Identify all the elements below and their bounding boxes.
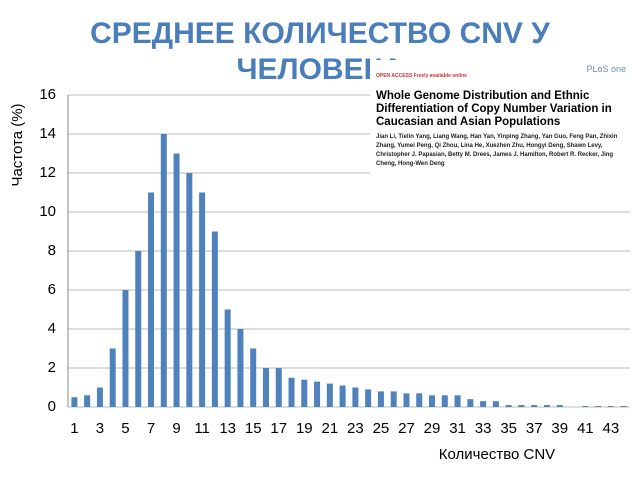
chart-title: СРЕДНЕЕ КОЛИЧЕСТВО CNV У ЧЕЛОВЕКА [90, 17, 550, 86]
x-tick-label: 37 [526, 420, 543, 437]
bar [416, 393, 423, 407]
bar [582, 406, 589, 407]
bar [429, 395, 436, 407]
bar [326, 383, 333, 407]
y-tick-label: 8 [48, 242, 56, 259]
bar [454, 395, 461, 407]
y-tick-label: 12 [39, 164, 56, 181]
paper-inset: OPEN ACCESS Freely available online PLoS… [370, 60, 632, 180]
bar [148, 192, 155, 407]
y-tick-label: 16 [39, 86, 56, 103]
x-tick-label: 27 [398, 420, 415, 437]
bar [620, 406, 627, 407]
bar [467, 399, 474, 407]
bar [403, 393, 410, 407]
y-tick-label: 6 [48, 281, 56, 298]
bar [301, 379, 308, 407]
bar [352, 387, 359, 407]
bar [224, 309, 231, 407]
bar [441, 395, 448, 407]
bar [505, 405, 512, 407]
x-tick-label: 25 [373, 420, 390, 437]
bar [480, 401, 487, 407]
bar [186, 173, 193, 407]
x-tick-label: 43 [602, 420, 619, 437]
bar [237, 329, 244, 407]
bar [365, 389, 372, 407]
bar [109, 348, 116, 407]
bar [595, 406, 602, 407]
y-tick-label: 10 [39, 203, 56, 220]
bar [492, 401, 499, 407]
x-tick-label: 41 [577, 420, 594, 437]
paper-authors: Jian Li, Tielin Yang, Liang Wang, Han Ya… [376, 134, 618, 167]
bar [607, 406, 614, 407]
x-tick-label: 5 [121, 420, 129, 437]
x-tick-label: 29 [424, 420, 441, 437]
access-badge: OPEN ACCESS Freely available online [376, 73, 467, 79]
bar [288, 377, 295, 407]
bar [84, 395, 91, 407]
bar [173, 153, 180, 407]
paper-title: Whole Genome Distribution and Ethnic Dif… [376, 90, 612, 128]
bar [199, 192, 206, 407]
x-tick-label: 19 [296, 420, 313, 437]
bar [122, 290, 129, 407]
x-tick-label: 11 [194, 420, 210, 437]
x-tick-label: 17 [270, 420, 287, 437]
y-axis-label: Частота (%) [9, 103, 26, 186]
x-tick-label: 7 [147, 420, 155, 437]
bar [275, 368, 282, 407]
x-tick-label: 15 [245, 420, 262, 437]
journal-logo: PLoS one [586, 64, 626, 74]
x-tick-label: 1 [70, 420, 78, 437]
x-tick-label: 31 [449, 420, 466, 437]
bar [96, 387, 103, 407]
y-tick-label: 4 [48, 320, 56, 337]
y-tick-label: 0 [48, 398, 56, 415]
y-tick-label: 2 [48, 359, 56, 376]
bar [160, 134, 167, 407]
x-tick-label: 33 [475, 420, 492, 437]
x-tick-label: 9 [172, 420, 180, 437]
bar [531, 405, 538, 407]
bar [135, 251, 142, 407]
bar [250, 348, 257, 407]
x-tick-label: 39 [551, 420, 568, 437]
x-tick-label: 3 [96, 420, 104, 437]
x-tick-label: 21 [321, 420, 338, 437]
bar [211, 231, 218, 407]
bar [314, 381, 321, 407]
y-tick-label: 14 [39, 125, 56, 142]
bar [339, 385, 346, 407]
x-tick-label: 13 [219, 420, 236, 437]
bar [556, 405, 563, 407]
x-tick-label: 23 [347, 420, 364, 437]
bar [377, 391, 384, 407]
x-axis-label: Количество CNV [439, 446, 555, 463]
bar [518, 405, 525, 407]
bar [262, 368, 269, 407]
bar [71, 397, 78, 407]
bar [543, 405, 550, 407]
bar [390, 391, 397, 407]
x-tick-label: 35 [500, 420, 517, 437]
